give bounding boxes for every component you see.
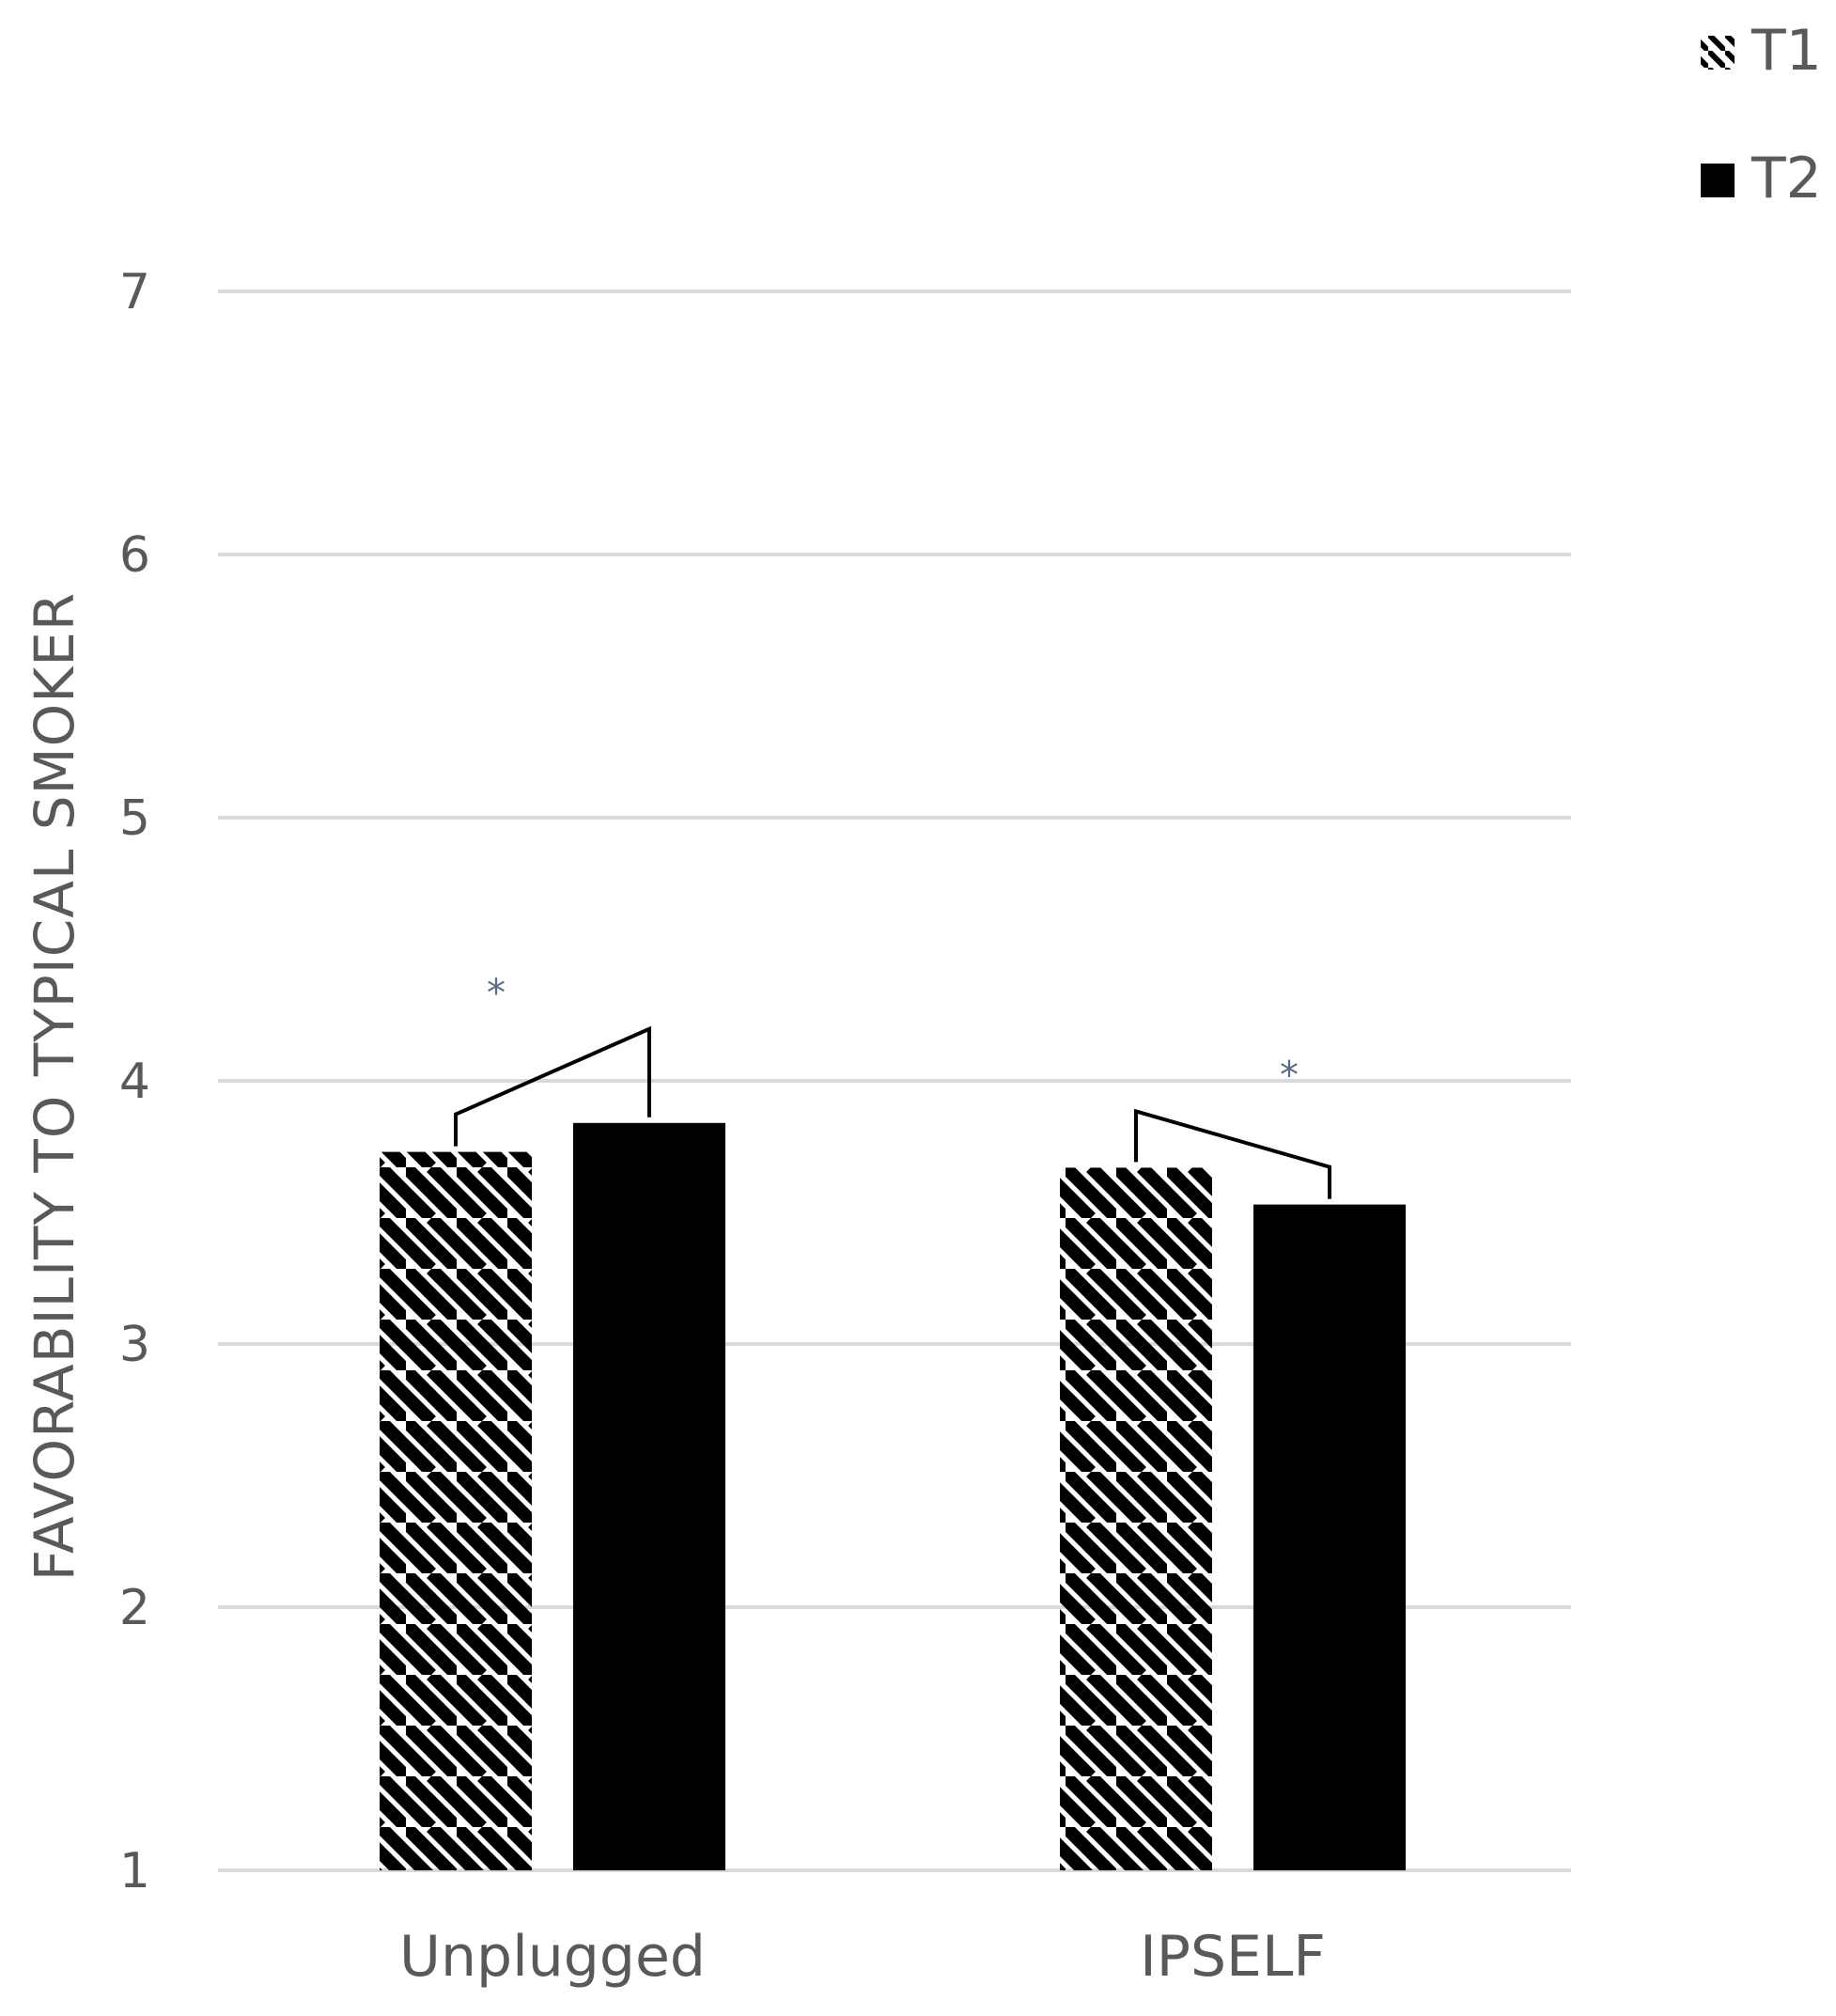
legend-label-t2: T2	[1750, 146, 1822, 211]
legend-label-t1: T1	[1750, 18, 1822, 84]
legend-swatch-t1	[1701, 36, 1735, 70]
x-tick-label: Unplugged	[399, 1924, 706, 1990]
y-tick-label: 2	[119, 1580, 150, 1636]
y-tick-label: 6	[119, 527, 150, 584]
y-tick-label: 5	[119, 790, 150, 847]
legend-swatch-t2	[1701, 164, 1735, 197]
y-tick-label: 3	[119, 1317, 150, 1373]
significance-star: *	[487, 972, 506, 1015]
y-axis-ticks: 1 2 3 4 5 6 7	[119, 264, 150, 1899]
bar-t2-unplugged	[573, 1122, 725, 1870]
legend: T1 T2	[1701, 18, 1822, 211]
y-tick-label: 4	[119, 1054, 150, 1110]
x-axis-labels: Unplugged IPSELF	[399, 1924, 1326, 1990]
bar-t1-unplugged	[380, 1151, 532, 1870]
bar-t1-ipself	[1060, 1167, 1212, 1870]
significance-bracket	[1134, 1108, 1331, 1199]
bars	[380, 1122, 1406, 1870]
y-tick-label: 1	[119, 1843, 150, 1899]
y-tick-label: 7	[119, 264, 150, 320]
significance-brackets: **	[454, 972, 1331, 1199]
x-tick-label: IPSELF	[1140, 1924, 1326, 1990]
significance-star: *	[1280, 1054, 1299, 1097]
bar-t2-ipself	[1253, 1204, 1406, 1870]
y-axis-title: FAVORABILITY TO TYPICAL SMOKER	[23, 592, 86, 1581]
significance-bracket	[454, 1025, 651, 1147]
